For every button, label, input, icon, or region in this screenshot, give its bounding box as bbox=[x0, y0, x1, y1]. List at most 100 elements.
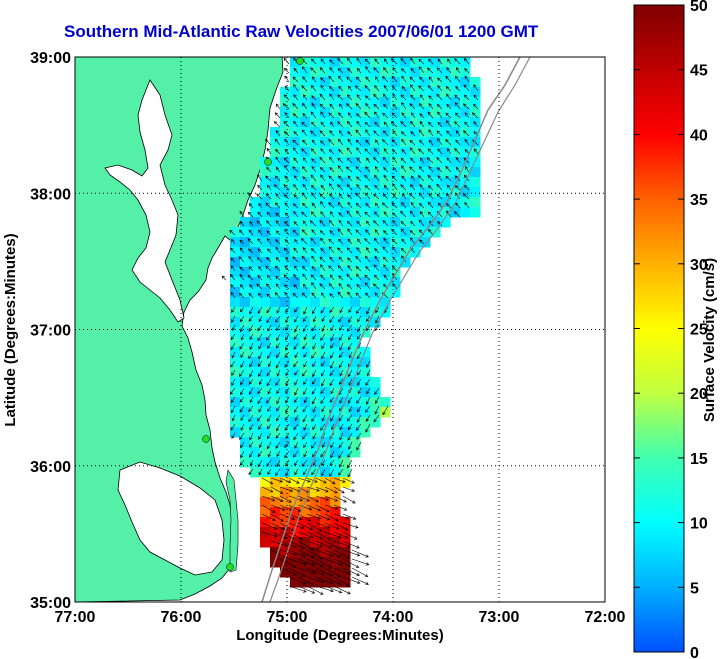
velocity-cell bbox=[310, 457, 321, 468]
velocity-arrow bbox=[302, 432, 308, 440]
velocity-arrow bbox=[338, 75, 344, 83]
velocity-arrow bbox=[301, 229, 308, 236]
velocity-cell bbox=[290, 477, 301, 488]
velocity-arrow bbox=[356, 351, 362, 360]
velocity-cell bbox=[300, 357, 311, 368]
velocity-cell bbox=[270, 207, 281, 218]
velocity-cell bbox=[270, 527, 281, 538]
velocity-arrow bbox=[383, 103, 389, 110]
velocity-arrow bbox=[428, 139, 434, 146]
velocity-cell bbox=[430, 217, 441, 228]
velocity-cell bbox=[270, 477, 281, 488]
station-marker[interactable] bbox=[264, 158, 272, 166]
velocity-cell bbox=[320, 267, 331, 278]
velocity-cell bbox=[230, 337, 241, 348]
velocity-arrow bbox=[324, 486, 338, 494]
velocity-arrow bbox=[285, 256, 290, 263]
velocity-arrow bbox=[267, 211, 272, 218]
velocity-arrow bbox=[265, 265, 272, 272]
velocity-cell bbox=[280, 497, 291, 508]
velocity-cell bbox=[290, 367, 301, 378]
velocity-arrow bbox=[306, 549, 324, 560]
velocity-arrow bbox=[409, 166, 416, 173]
velocity-cell bbox=[390, 217, 401, 228]
velocity-arrow bbox=[347, 291, 353, 299]
velocity-cell bbox=[280, 507, 291, 518]
velocity-cell bbox=[340, 147, 351, 158]
velocity-cell bbox=[310, 527, 321, 538]
velocity-cell bbox=[300, 127, 311, 138]
velocity-cell bbox=[370, 387, 381, 398]
velocity-arrow bbox=[239, 273, 245, 281]
velocity-arrow bbox=[347, 228, 353, 236]
velocity-cell bbox=[450, 87, 461, 98]
velocity-arrow bbox=[258, 405, 263, 413]
velocity-cell bbox=[340, 127, 351, 138]
velocity-cell bbox=[310, 147, 321, 158]
velocity-arrow bbox=[284, 351, 290, 358]
velocity-arrow bbox=[374, 387, 380, 395]
velocity-arrow bbox=[311, 414, 317, 422]
velocity-arrow bbox=[302, 157, 308, 164]
velocity-arrow bbox=[324, 576, 342, 586]
velocity-arrow bbox=[473, 103, 479, 110]
velocity-arrow bbox=[311, 102, 317, 110]
velocity-arrow bbox=[382, 156, 389, 164]
velocity-cell bbox=[320, 557, 331, 568]
colorbar bbox=[633, 4, 685, 653]
velocity-cell bbox=[300, 287, 311, 298]
velocity-arrow bbox=[285, 387, 290, 394]
velocity-cell bbox=[370, 137, 381, 148]
velocity-arrow bbox=[321, 315, 326, 322]
velocity-cell bbox=[270, 407, 281, 418]
velocity-arrow bbox=[419, 184, 425, 191]
velocity-arrow bbox=[383, 67, 389, 74]
velocity-arrow bbox=[324, 513, 340, 522]
velocity-cell bbox=[350, 307, 361, 318]
velocity-arrow bbox=[258, 378, 263, 386]
velocity-arrow bbox=[401, 138, 407, 146]
colorbar-tick-label: 10 bbox=[690, 516, 708, 533]
velocity-cell bbox=[290, 377, 301, 388]
velocity-arrow bbox=[276, 333, 281, 342]
velocity-cell bbox=[260, 507, 271, 518]
velocity-arrow bbox=[293, 67, 299, 74]
velocity-arrow bbox=[239, 220, 245, 227]
velocity-arrow bbox=[231, 324, 236, 332]
velocity-arrow bbox=[329, 274, 335, 281]
velocity-arrow bbox=[357, 238, 362, 245]
velocity-arrow bbox=[292, 256, 299, 263]
velocity-cell bbox=[300, 187, 311, 198]
velocity-arrow bbox=[473, 148, 479, 155]
velocity-arrow bbox=[437, 137, 443, 146]
velocity-cell bbox=[240, 227, 251, 238]
velocity-cell bbox=[320, 137, 331, 148]
velocity-cell bbox=[370, 97, 381, 108]
velocity-cell bbox=[410, 137, 421, 148]
velocity-cell bbox=[380, 197, 391, 208]
velocity-arrow bbox=[409, 147, 416, 155]
velocity-arrow bbox=[410, 201, 416, 209]
velocity-arrow bbox=[283, 274, 290, 281]
radar-stations bbox=[202, 57, 304, 571]
velocity-arrow bbox=[276, 306, 281, 314]
velocity-arrow bbox=[347, 94, 353, 101]
velocity-arrow bbox=[356, 432, 362, 440]
velocity-arrow bbox=[303, 360, 308, 368]
velocity-cell bbox=[270, 287, 281, 298]
velocity-arrow bbox=[333, 504, 348, 511]
station-marker[interactable] bbox=[296, 57, 304, 65]
station-marker[interactable] bbox=[226, 563, 234, 571]
velocity-cell bbox=[430, 197, 441, 208]
velocity-arrow bbox=[315, 522, 331, 529]
velocity-cell bbox=[320, 207, 331, 218]
velocity-arrow bbox=[238, 369, 245, 377]
station-marker[interactable] bbox=[202, 435, 210, 443]
velocity-arrow bbox=[275, 156, 281, 164]
velocity-cell bbox=[440, 117, 451, 128]
velocity-cell bbox=[280, 117, 291, 128]
velocity-arrow bbox=[301, 192, 308, 200]
velocity-cell bbox=[230, 427, 241, 438]
velocity-cell bbox=[450, 137, 461, 148]
velocity-cell bbox=[240, 277, 251, 288]
